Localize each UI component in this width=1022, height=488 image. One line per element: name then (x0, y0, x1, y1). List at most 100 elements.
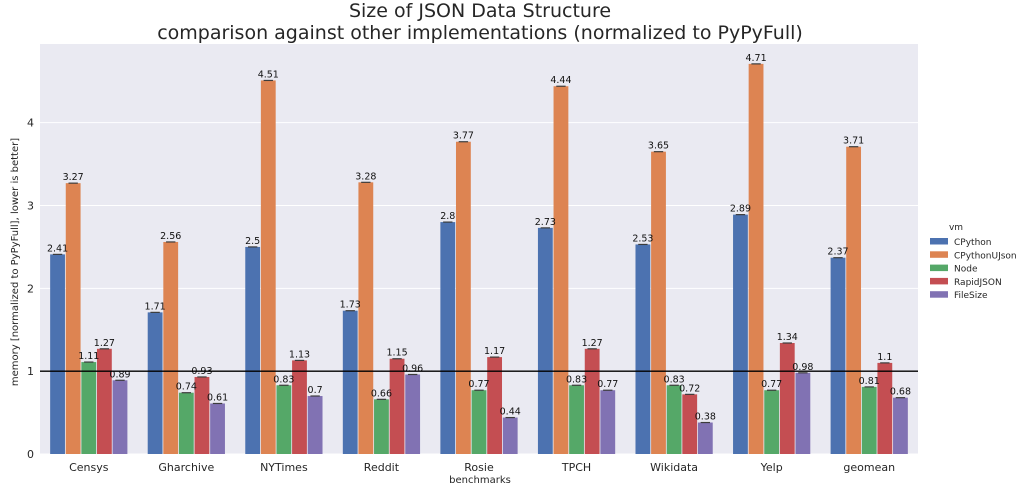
data-label: 0.81 (859, 376, 880, 387)
y-axis-label: memory [normalized to PyPyFull], lower i… (10, 138, 21, 386)
bar (795, 372, 811, 454)
bar (600, 390, 616, 454)
bar (553, 86, 569, 454)
bar (260, 80, 276, 454)
legend-items: CPython CPythonUJson Node RapidJSON FileSize (930, 238, 1017, 301)
bars-layer (50, 63, 908, 455)
data-label: 1.1 (877, 352, 892, 363)
data-label: 0.83 (566, 374, 587, 385)
data-label: 0.61 (207, 392, 228, 403)
data-label: 1.73 (340, 300, 361, 311)
bar (292, 360, 307, 454)
data-label: 1.15 (386, 348, 407, 359)
bar (81, 362, 97, 454)
data-label: 3.28 (355, 171, 376, 182)
data-label: 0.38 (695, 412, 716, 423)
bar (779, 343, 795, 454)
bar (440, 222, 456, 454)
data-label: 1.11 (78, 351, 99, 362)
bar (163, 241, 179, 454)
x-tick-labels: Censys Gharchive NYTimes Reddit Rosie TPCH Wik… (69, 461, 895, 474)
bar (112, 380, 128, 454)
data-label: 1.17 (484, 346, 505, 357)
y-tick-label: 1 (27, 365, 34, 378)
x-tick-label: Yelp (760, 461, 783, 474)
bar (96, 348, 112, 454)
y-tick-label: 3 (27, 200, 34, 213)
data-label: 0.72 (679, 383, 700, 394)
legend-swatch (930, 277, 948, 285)
bar (307, 396, 323, 454)
bar (893, 397, 908, 454)
x-tick-label: TPCH (561, 461, 591, 474)
legend-label: Node (954, 265, 978, 275)
x-axis-label: benchmarks (449, 475, 511, 486)
legend: vm CPython CPythonUJson Node RapidJSON FileS… (930, 223, 1017, 301)
bar (374, 399, 389, 454)
y-tick-label: 4 (27, 117, 34, 130)
data-label: 4.71 (745, 53, 766, 64)
bar (877, 362, 893, 454)
bar (635, 244, 651, 454)
data-label: 0.74 (176, 382, 197, 393)
data-label: 0.77 (468, 379, 489, 390)
x-tick-label: NYTimes (260, 461, 308, 474)
bar (342, 310, 358, 454)
bar (569, 385, 584, 454)
legend-label: RapidJSON (954, 278, 1002, 288)
legend-swatch (930, 251, 948, 258)
x-tick-label: Censys (69, 461, 109, 474)
legend-label: FileSize (954, 291, 988, 301)
bar (584, 348, 600, 454)
bar (861, 386, 877, 454)
data-label: 4.51 (258, 69, 279, 80)
bar (487, 357, 503, 454)
legend-title: vm (949, 223, 963, 233)
y-tick-labels: 0 1 2 3 4 (27, 117, 34, 461)
data-label: 2.5 (245, 236, 260, 247)
chart-subtitle: comparison against other implementations… (157, 22, 803, 44)
x-tick-label: Wikidata (650, 461, 698, 474)
data-label: 0.77 (597, 379, 618, 390)
data-label: 1.13 (289, 349, 310, 360)
bar (178, 392, 194, 454)
bar (65, 183, 81, 454)
data-label: 3.27 (63, 172, 84, 183)
bar (471, 390, 487, 454)
data-label: 0.83 (664, 374, 685, 385)
bar (455, 141, 471, 455)
data-label: 2.56 (160, 231, 181, 242)
y-tick-label: 2 (27, 282, 34, 295)
data-label: 1.27 (94, 338, 115, 349)
bar (764, 390, 780, 454)
data-label: 0.98 (792, 362, 813, 373)
bar (846, 146, 862, 454)
legend-swatch (930, 238, 948, 245)
data-label: 0.89 (109, 369, 130, 380)
data-label: 0.96 (402, 363, 423, 374)
legend-label: CPython (954, 238, 991, 248)
data-label: 0.77 (761, 379, 782, 390)
legend-swatch (930, 264, 948, 272)
x-tick-label: Gharchive (158, 461, 214, 474)
bar (748, 63, 764, 455)
data-label: 4.44 (550, 75, 571, 86)
legend-swatch (930, 291, 948, 298)
data-label: 2.53 (632, 233, 653, 244)
bar (147, 312, 163, 454)
bar (358, 182, 374, 454)
x-tick-label: Rosie (464, 461, 494, 474)
data-label: 2.73 (535, 217, 556, 228)
x-tick-label: Reddit (364, 461, 400, 474)
data-label: 2.41 (47, 243, 68, 254)
data-label: 1.71 (145, 301, 166, 312)
data-label: 1.27 (582, 338, 603, 349)
plot-background (40, 44, 918, 454)
y-tick-label: 0 (27, 448, 34, 461)
data-label: 0.68 (890, 387, 911, 398)
data-label: 3.71 (843, 136, 864, 147)
data-label: 1.34 (777, 332, 798, 343)
data-label: 3.77 (453, 131, 474, 142)
data-label: 0.44 (500, 407, 521, 418)
